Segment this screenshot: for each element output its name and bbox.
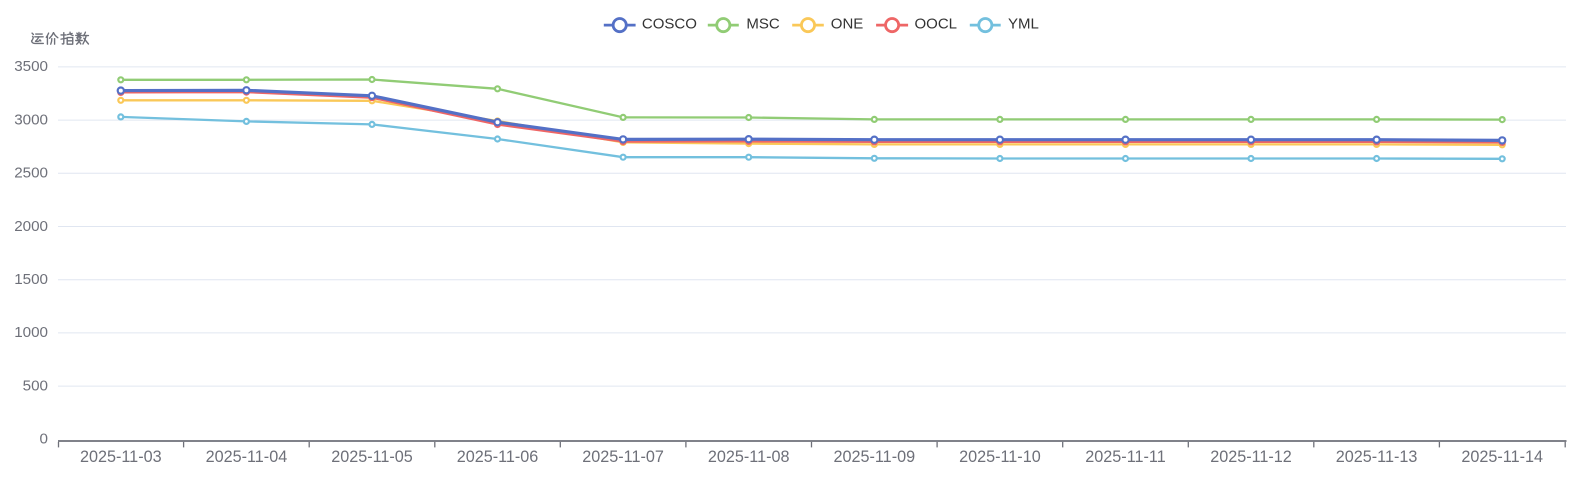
svg-text:2025-11-13: 2025-11-13 [1336,448,1418,466]
svg-text:0: 0 [40,431,48,448]
svg-text:ONE: ONE [831,16,864,33]
svg-text:2025-11-09: 2025-11-09 [833,448,915,466]
svg-text:COSCO: COSCO [642,16,697,33]
svg-text:2025-11-05: 2025-11-05 [331,448,413,466]
svg-text:2025-11-07: 2025-11-07 [582,448,664,466]
svg-text:1000: 1000 [14,324,48,341]
svg-text:2025-11-11: 2025-11-11 [1085,448,1165,466]
svg-text:500: 500 [23,377,48,394]
svg-text:2500: 2500 [14,165,48,182]
svg-text:2025-11-12: 2025-11-12 [1210,448,1292,466]
svg-text:2025-11-04: 2025-11-04 [206,448,288,466]
svg-text:3500: 3500 [14,58,48,75]
svg-text:YML: YML [1008,16,1039,33]
svg-text:2025-11-10: 2025-11-10 [959,448,1041,466]
svg-text:2025-11-03: 2025-11-03 [80,448,162,466]
svg-text:2025-11-08: 2025-11-08 [708,448,790,466]
svg-text:OOCL: OOCL [915,16,958,33]
svg-text:MSC: MSC [746,16,780,33]
svg-text:2000: 2000 [14,218,48,235]
svg-text:1500: 1500 [14,271,48,288]
svg-text:2025-11-06: 2025-11-06 [457,448,539,466]
svg-text:3000: 3000 [14,111,48,128]
svg-text:2025-11-14: 2025-11-14 [1461,448,1543,466]
